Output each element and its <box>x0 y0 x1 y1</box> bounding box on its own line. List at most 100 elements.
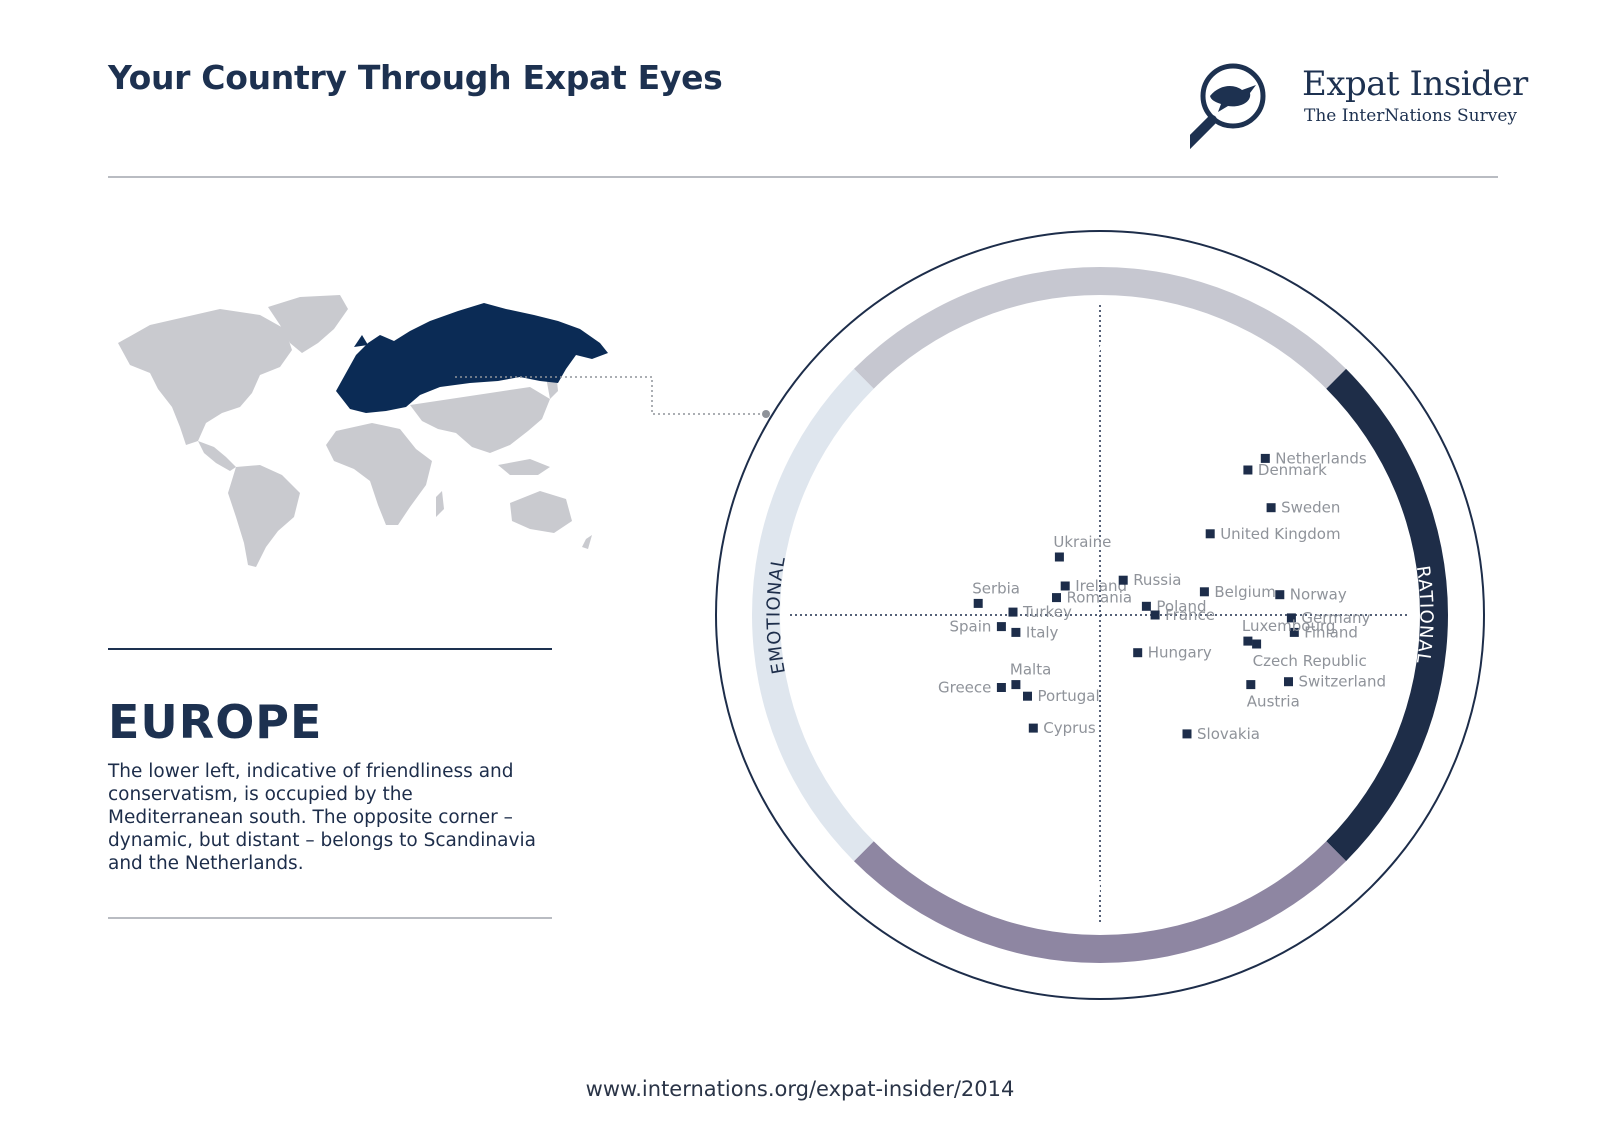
quadrant-label-dynamic: DYNAMIC <box>1053 342 1146 367</box>
point-marker <box>1054 552 1064 562</box>
point-marker <box>1284 677 1293 687</box>
point-label: Greece <box>938 679 991 697</box>
point-switzerland: Switzerland <box>1284 673 1386 691</box>
point-poland: Poland <box>1141 597 1206 615</box>
point-label: Turkey <box>1022 603 1072 621</box>
point-label: Poland <box>1156 597 1206 615</box>
point-label: Belgium <box>1214 583 1276 601</box>
point-label: Cyprus <box>1043 719 1096 737</box>
svg-text:RATIONAL: RATIONAL <box>1412 564 1437 665</box>
point-label: Romania <box>1067 589 1133 607</box>
header-divider <box>108 176 1498 178</box>
point-label: Sweden <box>1281 499 1340 517</box>
point-romania: Romania <box>1052 589 1132 607</box>
point-belgium: Belgium <box>1199 583 1276 601</box>
point-label: Slovakia <box>1197 725 1260 743</box>
point-marker <box>1182 729 1192 739</box>
point-malta: Malta <box>1010 661 1051 690</box>
point-marker <box>1008 607 1018 617</box>
point-label: Malta <box>1010 661 1051 679</box>
point-marker <box>1052 593 1061 603</box>
point-marker <box>1289 627 1299 637</box>
outer-ring <box>715 230 1485 1000</box>
point-marker <box>1246 680 1256 690</box>
point-slovakia: Slovakia <box>1182 725 1260 743</box>
point-sweden: Sweden <box>1266 499 1340 517</box>
point-marker <box>1275 590 1285 600</box>
point-marker <box>1141 601 1151 611</box>
point-marker <box>1133 648 1143 658</box>
point-label: Hungary <box>1148 644 1212 662</box>
point-france: France <box>1150 606 1215 624</box>
point-label: Spain <box>949 618 991 636</box>
point-label: Ukraine <box>1053 533 1111 551</box>
point-marker <box>1266 503 1276 513</box>
point-label: Netherlands <box>1275 449 1367 467</box>
ring-segment-dynamic <box>853 267 1347 389</box>
point-label: Luxembourg <box>1242 617 1336 635</box>
point-marker <box>973 598 983 608</box>
quadrant-label-rational: RATIONAL <box>1412 564 1436 665</box>
point-label: United Kingdom <box>1220 525 1340 543</box>
expat-insider-logo <box>1190 63 1266 150</box>
point-marker <box>1243 636 1253 646</box>
point-portugal: Portugal <box>1023 687 1100 705</box>
point-turkey: Turkey <box>1008 603 1072 621</box>
ring-segment-traditional <box>853 841 1347 963</box>
world-map-base <box>118 295 592 567</box>
magnifier-icon <box>1190 63 1266 150</box>
quadrant-chart: DYNAMIC TRADITIONAL EMOTIONAL RATIONAL N… <box>715 230 1485 1000</box>
point-marker <box>1011 680 1021 690</box>
point-marker <box>996 683 1006 692</box>
point-denmark: Denmark <box>1243 461 1327 479</box>
world-map <box>118 295 608 567</box>
point-finland: Finland <box>1289 623 1358 641</box>
point-ukraine: Ukraine <box>1053 533 1111 562</box>
point-marker <box>1028 723 1038 733</box>
point-label: Czech Republic <box>1253 652 1367 670</box>
point-russia: Russia <box>1118 571 1181 589</box>
point-marker <box>1118 575 1128 585</box>
ring-segment-emotional <box>752 368 874 862</box>
logo-subtitle: The InterNations Survey <box>1304 106 1518 126</box>
point-marker <box>1011 627 1021 637</box>
point-marker <box>1260 453 1270 463</box>
point-netherlands: Netherlands <box>1260 449 1367 467</box>
point-marker <box>996 622 1006 632</box>
point-label: Ireland <box>1075 577 1127 595</box>
point-serbia: Serbia <box>972 579 1020 608</box>
point-label: Austria <box>1247 693 1300 711</box>
region-title: EUROPE <box>108 695 323 749</box>
point-italy: Italy <box>1011 623 1059 641</box>
point-austria: Austria <box>1246 680 1300 711</box>
point-label: France <box>1165 606 1215 624</box>
point-hungary: Hungary <box>1133 644 1212 662</box>
point-label: Germany <box>1301 609 1370 627</box>
point-label: Russia <box>1133 571 1181 589</box>
point-cyprus: Cyprus <box>1028 719 1096 737</box>
point-label: Italy <box>1026 623 1059 641</box>
point-ireland: Ireland <box>1060 577 1127 595</box>
point-greece: Greece <box>938 679 1006 697</box>
svg-text:EMOTIONAL: EMOTIONAL <box>763 554 789 675</box>
point-marker <box>1199 587 1209 597</box>
point-spain: Spain <box>949 618 1006 636</box>
region-description: The lower left, indicative of friendline… <box>108 761 536 874</box>
page-title: Your Country Through Expat Eyes <box>108 58 723 97</box>
point-united-kingdom: United Kingdom <box>1205 525 1341 543</box>
point-marker <box>1243 465 1253 475</box>
point-label: Portugal <box>1038 687 1100 705</box>
point-czech-republic: Czech Republic <box>1252 639 1367 670</box>
point-label: Denmark <box>1258 461 1327 479</box>
point-label: Finland <box>1304 623 1358 641</box>
ring-segment-rational <box>1326 368 1448 862</box>
ring-segments <box>752 267 1448 963</box>
bird-icon <box>1210 85 1256 112</box>
point-marker <box>1286 613 1296 623</box>
point-marker <box>1150 610 1160 620</box>
region-divider-bottom <box>108 917 552 919</box>
footer-url: www.internations.org/expat-insider/2014 <box>585 1077 1015 1101</box>
axes <box>790 305 1410 925</box>
svg-text:DYNAMIC: DYNAMIC <box>1053 342 1147 367</box>
